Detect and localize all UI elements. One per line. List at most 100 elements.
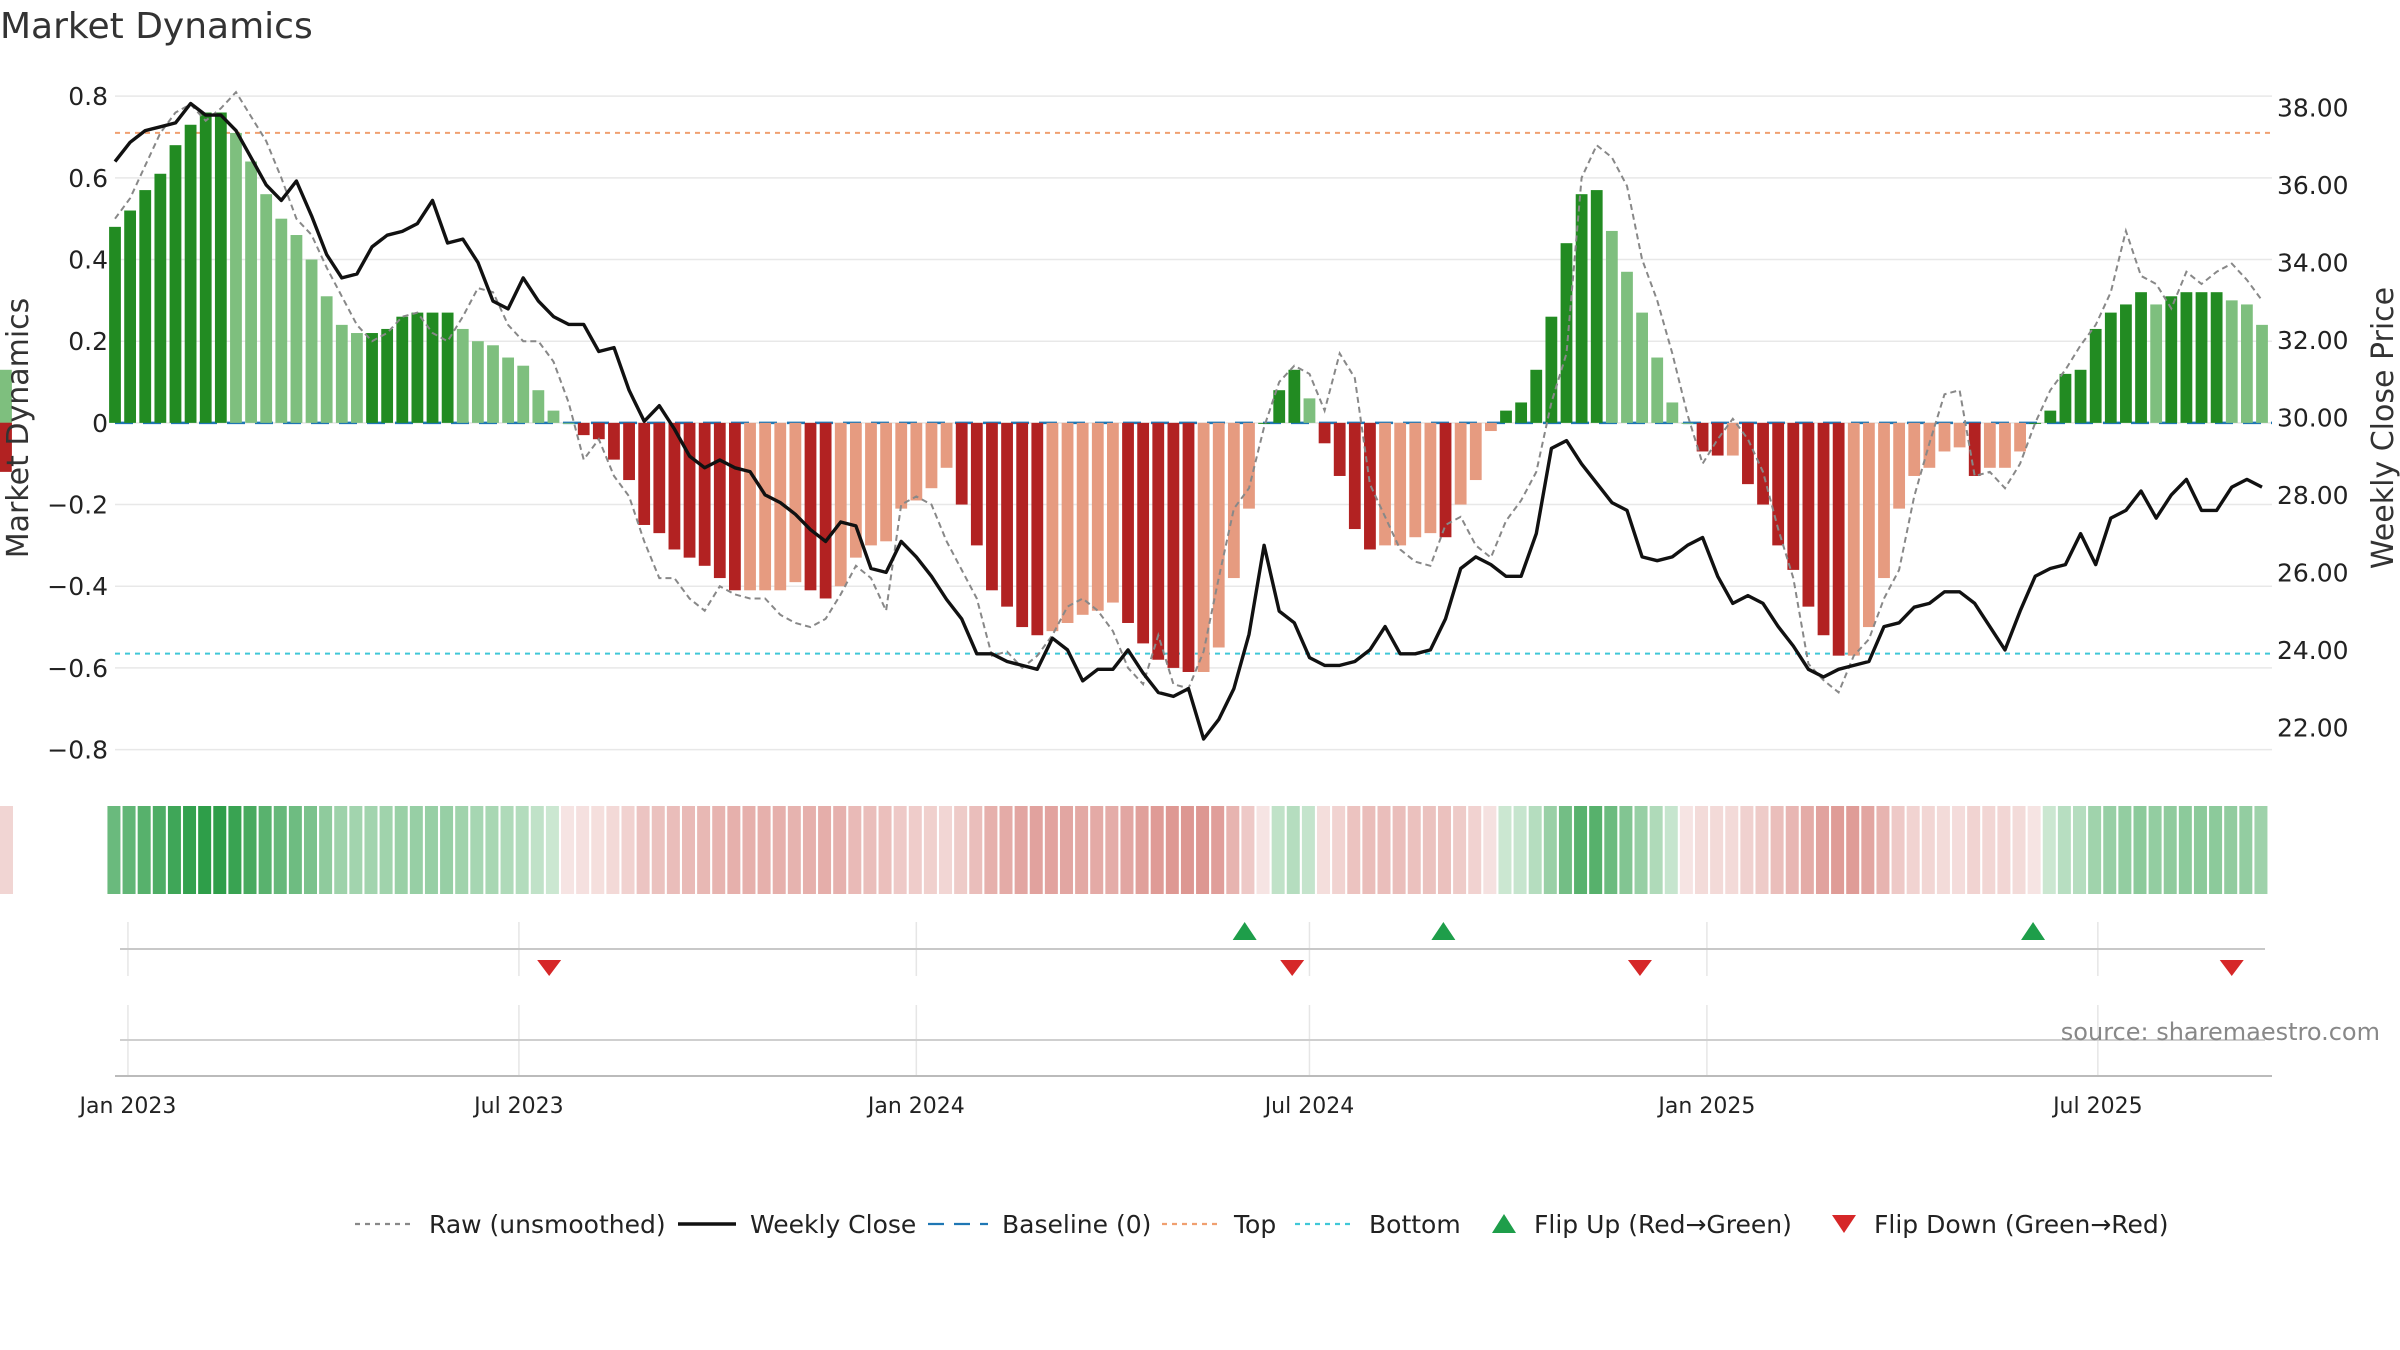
strip-cell	[1483, 806, 1497, 894]
strip-cell	[1135, 806, 1149, 894]
strip-cell	[1997, 806, 2011, 894]
bar	[1273, 390, 1286, 423]
bar	[1364, 422, 1376, 550]
strip-cell	[757, 806, 771, 894]
bar	[2014, 422, 2026, 452]
strip-cell	[1271, 806, 1285, 894]
right-tick-label: 22.00	[2277, 713, 2349, 742]
bar	[774, 422, 787, 591]
bar	[1636, 312, 1648, 423]
strip-cell	[802, 806, 816, 894]
bar	[2135, 292, 2147, 423]
bar	[0, 422, 12, 472]
strip-cell	[1196, 806, 1210, 894]
strip-cell	[848, 806, 862, 894]
strip-cell	[697, 806, 711, 894]
bar	[1454, 422, 1467, 505]
bar	[910, 422, 923, 501]
bar	[1605, 230, 1618, 423]
bar	[2089, 328, 2102, 423]
x-tick-label: Jan 2024	[866, 1094, 965, 1119]
bar	[1348, 422, 1361, 530]
flip-down-marker	[1627, 960, 1652, 976]
bar	[1122, 422, 1134, 623]
strip-cell	[485, 806, 499, 894]
strip-cell	[515, 806, 529, 894]
bar	[804, 422, 817, 591]
strip-cell	[1256, 806, 1270, 894]
strip-cell	[470, 806, 484, 894]
strip-cell	[288, 806, 302, 894]
strip-cell	[1831, 806, 1845, 894]
strip-cell	[1604, 806, 1618, 894]
bar	[2180, 292, 2193, 423]
bar	[426, 312, 439, 423]
strip-cell	[2057, 806, 2071, 894]
bar	[2210, 292, 2223, 423]
strip-cell	[2163, 806, 2177, 894]
bar	[2120, 304, 2132, 423]
legend-flip-down-marker	[1832, 1215, 1856, 1233]
chart-title: Market Dynamics	[0, 6, 313, 47]
strip-cell	[1332, 806, 1346, 894]
strip-cell	[545, 806, 559, 894]
strip-cell	[258, 806, 272, 894]
bar	[1031, 422, 1044, 636]
strip-cell	[636, 806, 650, 894]
bar	[366, 333, 378, 423]
strip-cell	[1029, 806, 1043, 894]
strip-cell	[1695, 806, 1709, 894]
bar	[1878, 422, 1890, 579]
strip-cell	[122, 806, 136, 894]
strip-cell	[863, 806, 877, 894]
bar	[0, 373, 12, 423]
right-tick-label: 36.00	[2277, 171, 2349, 200]
legend-label: Flip Up (Red→Green)	[1534, 1210, 1792, 1239]
bar	[1847, 422, 1860, 656]
bar	[471, 341, 484, 423]
bar	[154, 173, 167, 423]
x-tick-label: Jan 2023	[78, 1094, 177, 1119]
strip-cell	[1392, 806, 1406, 894]
left-tick-label: 0	[92, 409, 108, 438]
strip-cell	[666, 806, 680, 894]
bar	[1545, 316, 1558, 423]
bar	[1091, 422, 1104, 611]
strip-cell	[2178, 806, 2192, 894]
bar	[441, 312, 454, 423]
bar	[1182, 422, 1195, 672]
strip-cell	[1589, 806, 1603, 894]
bar	[638, 422, 651, 525]
bar-series	[0, 112, 2268, 672]
bar	[1832, 422, 1845, 656]
strip-cell	[1740, 806, 1754, 894]
bar	[562, 422, 575, 424]
strip-cell	[1861, 806, 1875, 894]
bar	[834, 422, 847, 587]
strip-cell	[1936, 806, 1950, 894]
bar	[2195, 292, 2208, 423]
legend-flip-up-marker	[1492, 1214, 1516, 1233]
lower-panel	[115, 1005, 2272, 1077]
legend-label: Flip Down (Green→Red)	[1874, 1210, 2169, 1239]
strip-cell	[2209, 806, 2223, 894]
strip-cell	[349, 806, 363, 894]
right-tick-label: 38.00	[2277, 93, 2349, 122]
bar	[577, 422, 590, 436]
strip-cell	[1317, 806, 1331, 894]
strip-cell	[334, 806, 348, 894]
bar	[713, 422, 726, 579]
bar	[1394, 422, 1407, 546]
bar	[1061, 422, 1074, 623]
bar	[895, 422, 908, 509]
bar	[502, 357, 515, 423]
strip-cell	[1891, 806, 1905, 894]
strip-cell	[1528, 806, 1542, 894]
left-tick-label: −0.2	[47, 491, 108, 520]
strip-cell	[561, 806, 575, 894]
bar	[1227, 422, 1240, 579]
bar	[1379, 422, 1391, 546]
x-tick-label: Jan 2025	[1656, 1094, 1755, 1119]
bar	[230, 132, 242, 423]
bar	[1107, 422, 1119, 603]
